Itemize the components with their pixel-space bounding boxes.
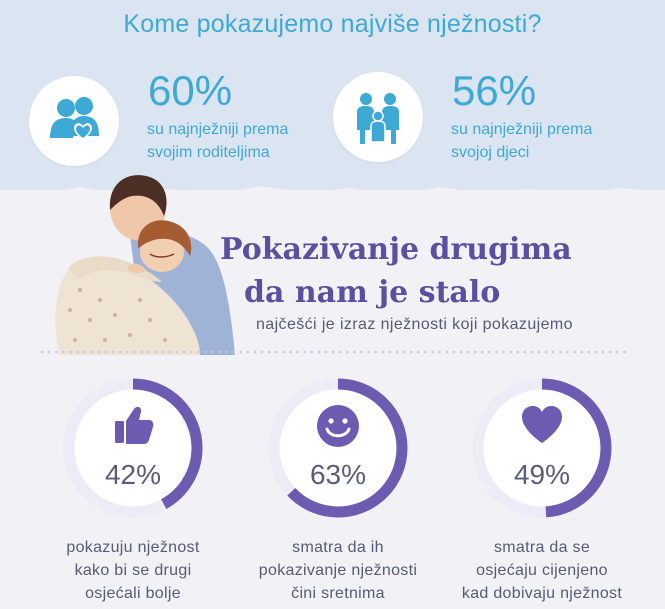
caption-line: osjećali bolje — [85, 585, 181, 602]
caption-line: kad dobivaju nježnost — [461, 585, 623, 602]
progress-arc — [472, 378, 612, 518]
ring-card: 63% — [263, 373, 413, 523]
parents-heart-badge — [29, 76, 119, 166]
section-title: Pokazivanje drugima da nam je stalo — [220, 228, 620, 314]
dotted-divider — [40, 350, 630, 354]
stat-children-line1: su najnježniji prema — [451, 121, 593, 138]
stat-parents-text: su najnježniji prema svojim roditeljima — [147, 118, 288, 164]
section-title-line2: da nam je stalo — [244, 275, 501, 310]
caption-line: pokazivanje nježnosti — [258, 562, 418, 579]
heart-icon — [522, 406, 562, 443]
stat-children-value: 56% — [452, 67, 537, 114]
stat-parents-line2: svojim roditeljima — [147, 144, 270, 161]
caption-line: smatra da ih — [292, 539, 384, 556]
stat-parents-line1: su najnježniji prema — [147, 121, 289, 138]
progress-arc — [63, 378, 203, 518]
progress-ring — [472, 378, 612, 518]
caption-line: čini sretnima — [291, 585, 385, 602]
hug-illustration — [55, 175, 235, 355]
progress-arc — [268, 378, 408, 518]
section-title-line1: Pokazivanje drugima — [220, 232, 572, 267]
caption-line: osjećaju cijenjeno — [476, 562, 608, 579]
smiley-icon — [317, 405, 359, 447]
ring-value: 63% — [309, 459, 367, 490]
caption-line: pokazuju nježnost — [66, 539, 200, 556]
ring-value: 42% — [104, 459, 162, 490]
progress-ring — [63, 378, 203, 518]
stat-children-text: su najnježniji prema svojoj djeci — [451, 118, 592, 164]
stat-parents-value: 60% — [148, 67, 233, 114]
ring-caption: smatra da se osjećaju cijenjeno kad dobi… — [442, 536, 642, 605]
caption-line: kako bi se drugi — [74, 562, 192, 579]
caption-line: smatra da se — [493, 539, 591, 556]
ring-card: 42% — [58, 373, 208, 523]
stat-children-line2: svojoj djeci — [451, 144, 530, 161]
family-icon — [357, 93, 399, 144]
page-title: Kome pokazujemo najviše nježnosti? — [123, 10, 542, 38]
ring-card: 49% — [467, 373, 617, 523]
ring-caption: pokazuju nježnost kako bi se drugi osjeć… — [33, 536, 233, 605]
section-subtitle: najčešći je izraz nježnosti koji pokazuj… — [256, 316, 573, 333]
parents-heart-icon — [50, 97, 99, 140]
ring-value: 49% — [513, 459, 571, 490]
family-badge — [333, 72, 423, 162]
thumbs-up-icon — [115, 406, 154, 444]
ring-caption: smatra da ih pokazivanje nježnosti čini … — [238, 536, 438, 605]
progress-ring — [268, 378, 408, 518]
